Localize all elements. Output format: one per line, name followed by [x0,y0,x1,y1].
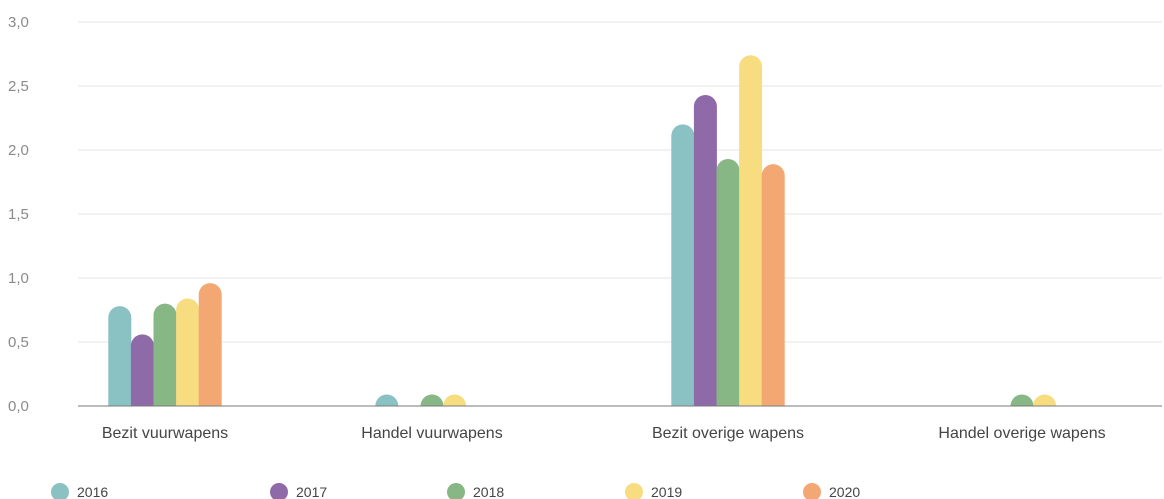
y-tick-label: 2,0 [8,142,29,159]
x-category-label: Bezit overige wapens [652,425,804,442]
legend-item-2017[interactable]: 2017 [270,483,327,499]
bar-2017-0 [130,334,154,406]
legend-swatch-icon [625,483,643,499]
bar-2019-2 [739,55,763,406]
legend-swatch-icon [270,483,288,499]
legend-item-2016[interactable]: 2016 [51,483,108,499]
bar-2020-0 [198,283,222,406]
bar-2016-1 [375,394,399,406]
bar-2019-0 [176,298,200,406]
gridlines [78,21,1162,343]
legend-item-2020[interactable]: 2020 [803,483,860,499]
bar-2019-1 [443,394,467,406]
y-tick-label: 1,5 [8,206,29,223]
y-tick-label: 1,0 [8,270,29,287]
legend-swatch-icon [51,483,69,499]
bar-2020-2 [761,164,785,406]
bar-2018-0 [153,303,177,406]
x-category-label: Bezit vuurwapens [102,425,228,442]
legend-item-2019[interactable]: 2019 [625,483,682,499]
bar-2019-3 [1033,394,1057,406]
bars [108,55,1057,407]
bar-2018-3 [1010,394,1034,406]
legend-swatch-icon [447,483,465,499]
legend-item-2018[interactable]: 2018 [447,483,504,499]
y-tick-label: 0,5 [8,334,29,351]
legend-label: 2016 [77,484,108,499]
y-axis-ticks: 0,0 0,5 1,0 1,5 2,0 2,5 3,0 [8,14,29,415]
legend-label: 2018 [473,484,504,499]
y-tick-label: 2,5 [8,78,29,95]
bar-2018-1 [420,394,444,406]
y-tick-label: 3,0 [8,14,29,31]
legend-label: 2020 [829,484,860,499]
legend-label: 2019 [651,484,682,499]
bar-2016-0 [108,306,132,406]
bar-2018-2 [716,158,740,406]
bar-2016-2 [671,124,695,407]
bar-2017-2 [693,94,717,407]
x-category-label: Handel overige wapens [938,425,1105,442]
legend: 2016 2017 2018 2019 2020 [51,483,860,499]
x-category-label: Handel vuurwapens [361,425,502,442]
x-axis-categories: Bezit vuurwapens Handel vuurwapens Bezit o… [102,425,1106,442]
y-tick-label: 0,0 [8,398,29,415]
legend-label: 2017 [296,484,327,499]
legend-swatch-icon [803,483,821,499]
